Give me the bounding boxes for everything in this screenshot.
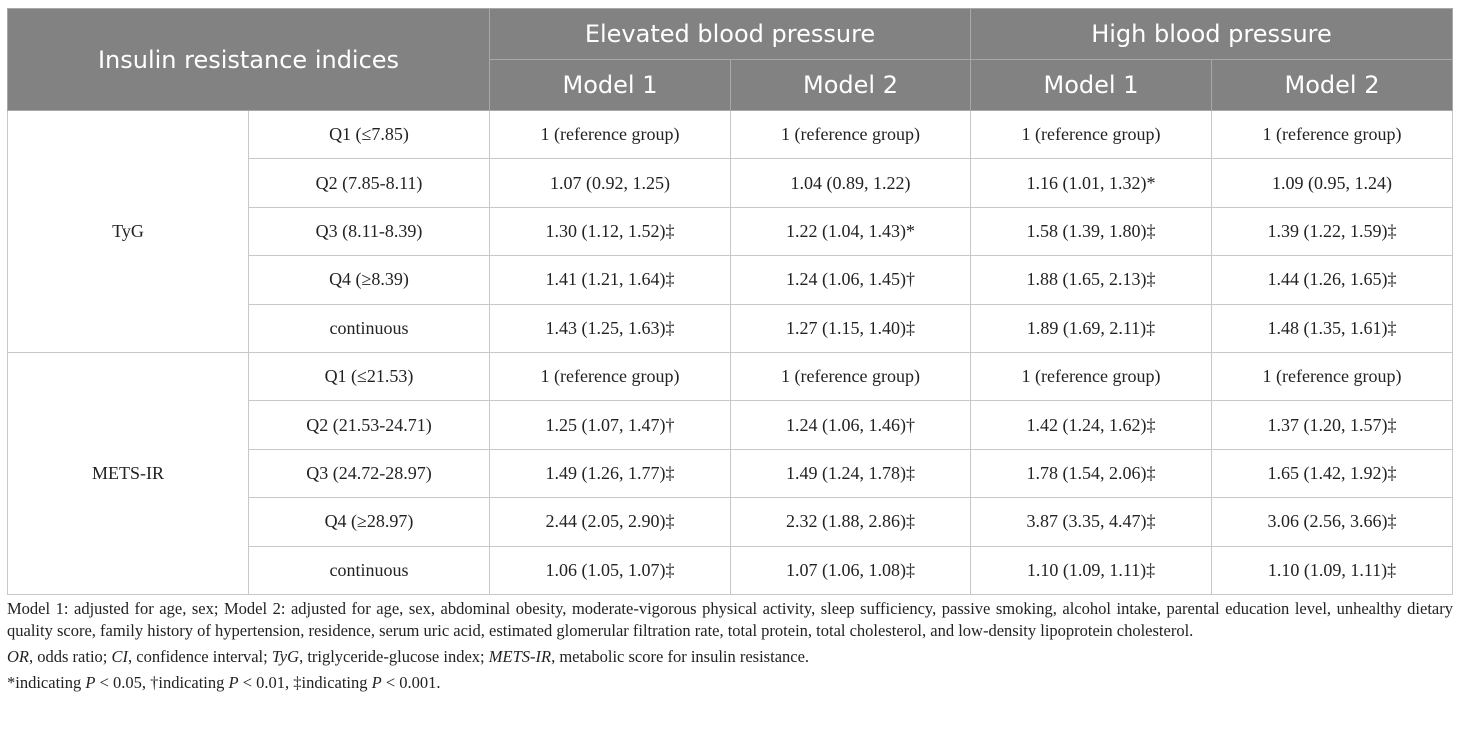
or-ci-cell: 1.49 (1.26, 1.77)‡ [489,448,731,499]
header-row-label: Insulin resistance indices [7,8,490,111]
table-row: Q4 (≥8.39) 1.41 (1.21, 1.64)‡ 1.24 (1.06, … [8,255,1453,305]
or-ci-cell: 1.09 (0.95, 1.24) [1211,158,1453,208]
table-row: continuous 1.43 (1.25, 1.63)‡ 1.27 (1.15, … [8,303,1453,353]
or-ci-cell: 2.44 (2.05, 2.90)‡ [489,497,731,547]
or-ci-cell: 1.27 (1.15, 1.40)‡ [730,303,971,353]
or-ci-cell: 1.10 (1.09, 1.11)‡ [970,545,1212,595]
sig-mark: †indicating [150,673,229,692]
or-ci-cell: 1.42 (1.24, 1.62)‡ [970,400,1212,450]
quartile-label: continuous [248,303,490,353]
table-row: METS-IR Q1 (≤21.53) 1 (reference group) 1 (… [7,351,1453,595]
table-row: TyG Q1 (≤7.85) 1 (reference group) 1 (refer… [7,109,1453,353]
header-model: Model 2 [730,59,971,111]
header-group-high-bp: High blood pressure [970,8,1453,60]
footnote-abbreviations: OR, odds ratio; CI, confidence interval;… [7,646,1453,668]
table-header: Insulin resistance indices Elevated bloo… [7,8,1453,111]
quartile-label: Q2 (21.53-24.71) [248,400,490,450]
abbr-definition: , confidence interval; [128,647,272,666]
table-row: continuous 1.06 (1.05, 1.07)‡ 1.07 (1.06, … [8,545,1453,595]
quartile-label: Q1 (≤21.53) [248,351,490,402]
or-ci-cell: 1.22 (1.04, 1.43)* [730,206,971,257]
header-model: Model 1 [489,59,731,111]
or-ci-cell: 1 (reference group) [1211,351,1453,402]
or-ci-cell: 1.41 (1.21, 1.64)‡ [489,255,731,305]
abbr-term: TyG [271,647,300,666]
abbr-definition: , metabolic score for insulin resistance… [551,647,810,666]
quartile-label: Q3 (24.72-28.97) [248,448,490,499]
or-ci-cell: 1 (reference group) [489,109,731,160]
sig-p: P [228,673,239,692]
or-ci-cell: 1.10 (1.09, 1.11)‡ [1211,545,1453,595]
results-table: Insulin resistance indices Elevated bloo… [7,8,1453,595]
or-ci-cell: 1 (reference group) [1211,109,1453,160]
sig-threshold: < 0.01, [238,673,294,692]
or-ci-cell: 1.30 (1.12, 1.52)‡ [489,206,731,257]
header-model: Model 2 [1211,59,1453,111]
or-ci-cell: 1.37 (1.20, 1.57)‡ [1211,400,1453,450]
sig-mark: ‡indicating [293,673,372,692]
or-ci-cell: 1.25 (1.07, 1.47)† [489,400,731,450]
header-model: Model 1 [970,59,1212,111]
or-ci-cell: 1 (reference group) [489,351,731,402]
sig-threshold: < 0.05, [95,673,151,692]
table-row: Q3 (8.11-8.39) 1.30 (1.12, 1.52)‡ 1.22 (1.… [8,206,1453,257]
sig-threshold: < 0.001. [381,673,441,692]
abbr-definition: , triglyceride-glucose index; [299,647,489,666]
or-ci-cell: 1.24 (1.06, 1.46)† [730,400,971,450]
header-group-elevated-bp: Elevated blood pressure [489,8,971,60]
or-ci-cell: 1.65 (1.42, 1.92)‡ [1211,448,1453,499]
or-ci-cell: 1 (reference group) [970,351,1212,402]
or-ci-cell: 1 (reference group) [970,109,1212,160]
quartile-label: Q3 (8.11-8.39) [248,206,490,257]
or-ci-cell: 1.43 (1.25, 1.63)‡ [489,303,731,353]
abbr-definition: , odds ratio; [29,647,112,666]
table-row: Q3 (24.72-28.97) 1.49 (1.26, 1.77)‡ 1.49 (… [8,448,1453,499]
or-ci-cell: 1 (reference group) [730,351,971,402]
or-ci-cell: 1.07 (1.06, 1.08)‡ [730,545,971,595]
or-ci-cell: 1.88 (1.65, 2.13)‡ [970,255,1212,305]
section-label: METS-IR [7,351,249,595]
quartile-label: Q2 (7.85-8.11) [248,158,490,208]
or-ci-cell: 1.89 (1.69, 2.11)‡ [970,303,1212,353]
or-ci-cell: 1.16 (1.01, 1.32)* [970,158,1212,208]
abbr-term: CI [111,647,129,666]
footnote-models: Model 1: adjusted for age, sex; Model 2:… [7,599,1453,640]
or-ci-cell: 1.07 (0.92, 1.25) [489,158,731,208]
quartile-label: Q4 (≥28.97) [248,497,490,547]
or-ci-cell: 1.48 (1.35, 1.61)‡ [1211,303,1453,353]
table-row: Q2 (21.53-24.71) 1.25 (1.07, 1.47)† 1.24 (… [8,400,1453,450]
or-ci-cell: 1.24 (1.06, 1.45)† [730,255,971,305]
results-table-container: Insulin resistance indices Elevated bloo… [7,8,1453,595]
or-ci-cell: 3.06 (2.56, 3.66)‡ [1211,497,1453,547]
or-ci-cell: 1.49 (1.24, 1.78)‡ [730,448,971,499]
abbr-term: METS-IR [488,647,552,666]
section-label: TyG [7,110,249,353]
or-ci-cell: 1.78 (1.54, 2.06)‡ [970,448,1212,499]
sig-p: P [371,673,382,692]
abbr-term: OR [7,647,29,666]
table-footnotes: Model 1: adjusted for age, sex; Model 2:… [7,598,1453,698]
sig-mark: *indicating [7,673,86,692]
or-ci-cell: 1.39 (1.22, 1.59)‡ [1211,206,1453,257]
or-ci-cell: 1.44 (1.26, 1.65)‡ [1211,255,1453,305]
quartile-label: Q4 (≥8.39) [248,255,490,305]
or-ci-cell: 1.04 (0.89, 1.22) [730,158,971,208]
quartile-label: Q1 (≤7.85) [248,109,490,160]
or-ci-cell: 1.58 (1.39, 1.80)‡ [970,206,1212,257]
or-ci-cell: 1.06 (1.05, 1.07)‡ [489,545,731,595]
table-row: Q2 (7.85-8.11) 1.07 (0.92, 1.25) 1.04 (0.8… [8,158,1453,208]
footnote-significance: *indicating P < 0.05, †indicating P < 0.… [7,672,1453,694]
quartile-label: continuous [248,545,490,595]
sig-p: P [85,673,96,692]
or-ci-cell: 2.32 (1.88, 2.86)‡ [730,497,971,547]
table-row: Q4 (≥28.97) 2.44 (2.05, 2.90)‡ 2.32 (1.88,… [8,497,1453,547]
table-body: TyG Q1 (≤7.85) 1 (reference group) 1 (refer… [7,109,1453,595]
or-ci-cell: 1 (reference group) [730,109,971,160]
or-ci-cell: 3.87 (3.35, 4.47)‡ [970,497,1212,547]
